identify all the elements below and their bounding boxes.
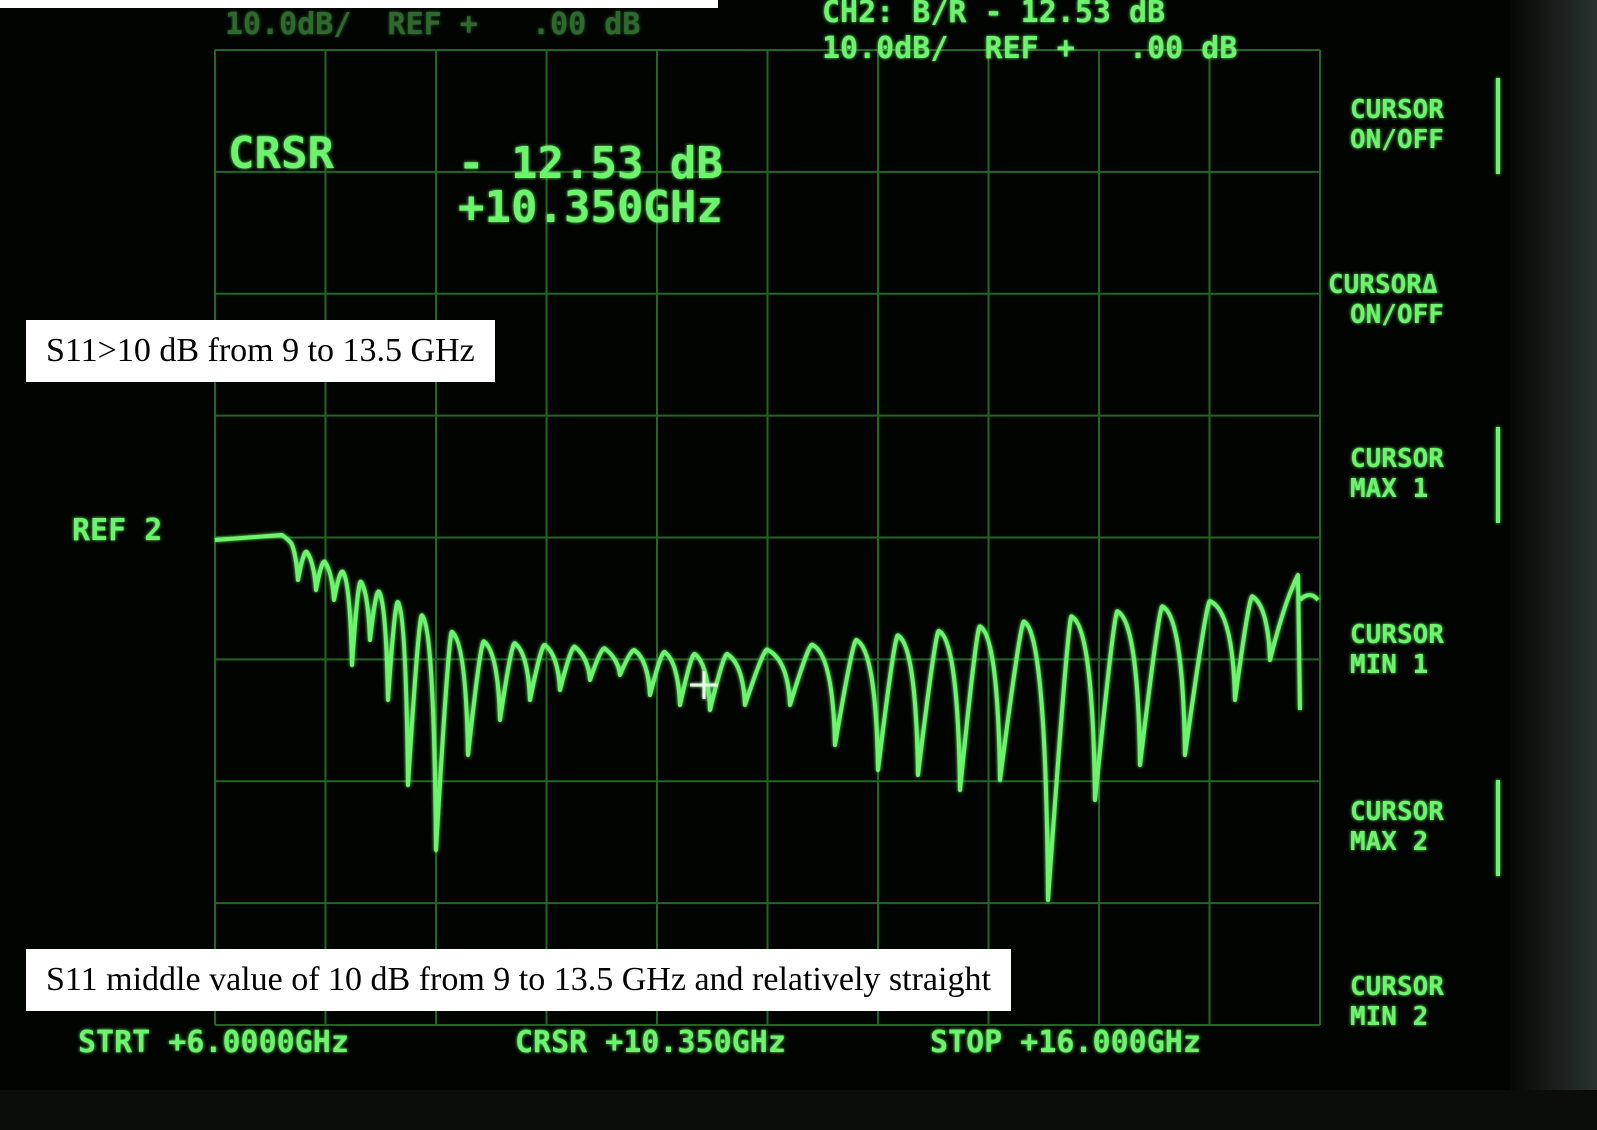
softkey-label: MAX 1 <box>1350 474 1428 504</box>
footer-start: STRT +6.0000GHz <box>78 1025 349 1060</box>
cursor-frequency: +10.350GHz <box>458 182 723 233</box>
ch2-header: 10.0dB/ REF + .00 dB <box>822 31 1237 66</box>
softkey-label: CURSOR <box>1350 444 1444 474</box>
ch2-header: CH2: B/R - 12.53 dB <box>822 0 1165 30</box>
bezel-bottom <box>0 1090 1597 1130</box>
softkey-label: ON/OFF <box>1350 300 1444 330</box>
softkey-label: CURSOR <box>1350 797 1444 827</box>
cursor-label: CRSR <box>228 128 334 179</box>
footer-stop: STOP +16.000GHz <box>930 1025 1201 1060</box>
softkey-label: CURSOR <box>1350 95 1444 125</box>
softkey-label: MIN 1 <box>1350 650 1428 680</box>
screen-photo: 10.0dB/ REF + .00 dB CH2: B/R - 12.53 dB… <box>0 0 1597 1130</box>
ref-marker: REF 2 <box>72 513 162 548</box>
ch1-header: 10.0dB/ REF + .00 dB <box>225 7 640 42</box>
bezel <box>1510 0 1597 1130</box>
footer-cursor: CRSR +10.350GHz <box>515 1025 786 1060</box>
softkey-label: CURSOR <box>1350 972 1444 1002</box>
annotation: S11>10 dB from 9 to 13.5 GHz <box>26 320 495 382</box>
graticule <box>215 50 1320 1025</box>
annotation: S11 middle value of 10 dB from 9 to 13.5… <box>26 949 1011 1011</box>
softkey-label: CURSORΔ <box>1328 270 1438 300</box>
softkey-label: MIN 2 <box>1350 1002 1428 1032</box>
softkey-label: ON/OFF <box>1350 125 1444 155</box>
softkey-label: MAX 2 <box>1350 827 1428 857</box>
softkey-label: CURSOR <box>1350 620 1444 650</box>
